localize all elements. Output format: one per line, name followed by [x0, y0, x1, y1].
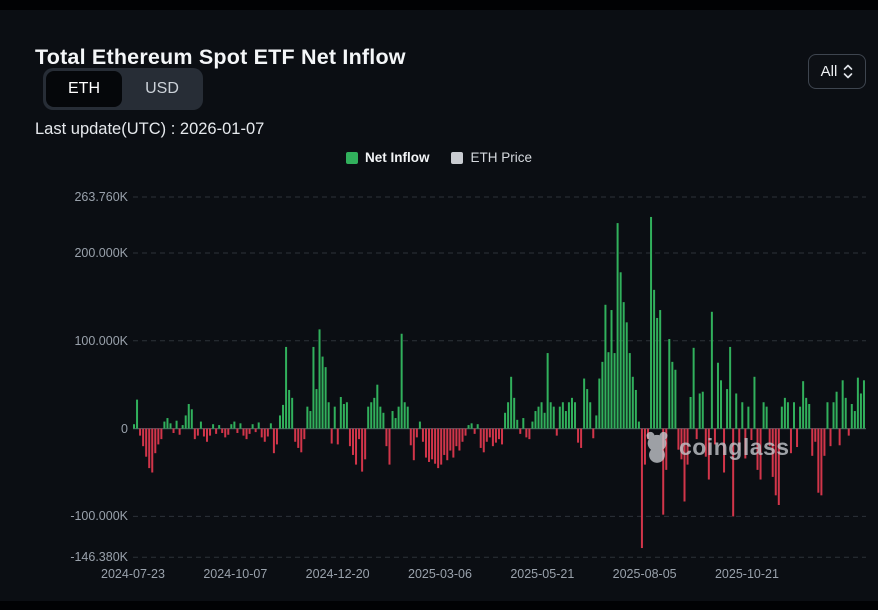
legend-swatch-eth-price	[451, 151, 464, 164]
unit-usd-button[interactable]: USD	[124, 71, 200, 107]
last-update-text: Last update(UTC) : 2026-01-07	[35, 120, 265, 138]
y-axis-label: -100.000K	[70, 509, 128, 524]
unit-toggle[interactable]: ETH USD	[43, 68, 203, 110]
x-axis-label: 2024-10-07	[203, 567, 268, 581]
legend-label-net-inflow: Net Inflow	[364, 150, 430, 165]
top-strip	[0, 0, 878, 10]
chart-legend: Net Inflow ETH Price	[0, 150, 878, 165]
x-axis-label: 2025-03-06	[408, 567, 472, 581]
y-axis-label: 100.000K	[74, 333, 128, 348]
page-title: Total Ethereum Spot ETF Net Inflow	[35, 45, 406, 70]
x-axis-label: 2025-05-21	[510, 567, 575, 581]
x-axis-label: 2024-07-23	[101, 567, 165, 581]
y-axis-label: 200.000K	[74, 245, 128, 260]
x-axis-label: 2025-10-21	[714, 567, 779, 581]
legend-label-eth-price: ETH Price	[470, 150, 532, 165]
y-axis-label: 263.760K	[74, 189, 128, 204]
updown-chevron-icon	[843, 64, 853, 79]
range-select[interactable]: All	[808, 54, 866, 89]
legend-item-eth-price[interactable]: ETH Price	[451, 150, 532, 165]
y-axis-label: -146.380K	[70, 550, 128, 565]
y-axis-label: 0	[121, 421, 128, 436]
x-axis-label: 2025-08-05	[612, 567, 677, 581]
range-select-value: All	[820, 63, 838, 80]
legend-swatch-net-inflow	[345, 151, 358, 164]
bottom-strip	[0, 601, 878, 610]
x-axis-label: 2024-12-20	[305, 567, 370, 581]
legend-item-net-inflow[interactable]: Net Inflow	[345, 150, 430, 165]
unit-eth-button[interactable]: ETH	[46, 71, 122, 107]
